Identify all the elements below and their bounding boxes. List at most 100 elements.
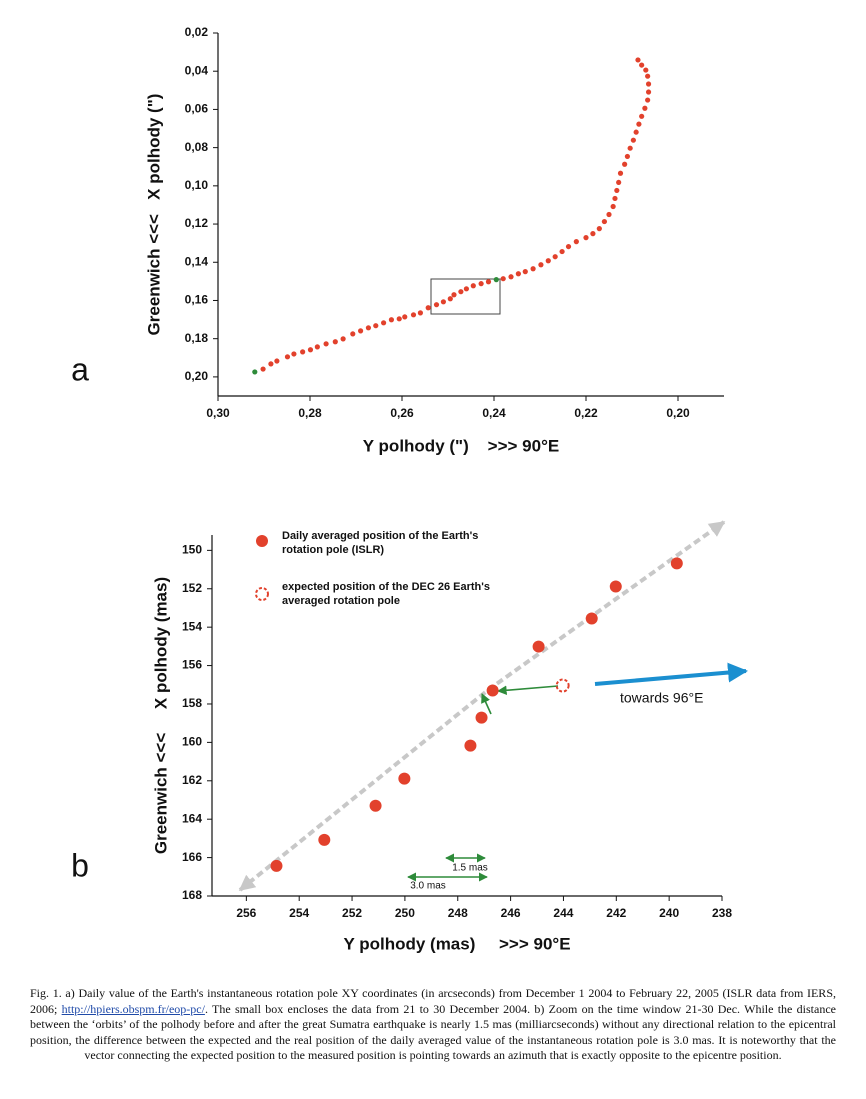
legend-marker [256, 535, 268, 547]
data-point [601, 218, 608, 225]
caption: Fig. 1. a) Daily value of the Earth's in… [30, 986, 836, 1064]
y-tick-label: 0,02 [185, 25, 209, 39]
x-tick-label: 240 [659, 906, 679, 920]
data-point [365, 325, 372, 331]
data-point [318, 833, 331, 846]
data-point [451, 292, 457, 298]
data-point [425, 305, 431, 311]
data-point [614, 187, 620, 194]
data-point [350, 331, 356, 337]
y-tick-label: 0,04 [185, 63, 209, 77]
y-tick-label: 0,12 [185, 216, 209, 230]
data-point [323, 341, 329, 347]
x-tick-label: 252 [342, 906, 362, 920]
data-point [307, 347, 314, 353]
y-tick-label: 166 [182, 850, 202, 864]
data-point [532, 640, 545, 653]
data-point [500, 276, 506, 282]
data-point [470, 283, 476, 289]
data-point [639, 62, 645, 68]
x-tick-label: 256 [236, 906, 256, 920]
data-point [617, 170, 624, 176]
data-point [624, 153, 631, 160]
panel-letter: b [71, 847, 89, 883]
data-point [486, 684, 499, 697]
y-tick-label: 0,06 [185, 102, 209, 116]
x-axis-title: Y polhody (") >>> 90°E [363, 436, 559, 455]
x-tick-label: 0,22 [574, 406, 598, 420]
data-point [252, 369, 258, 375]
data-point [410, 312, 417, 318]
data-point [417, 310, 423, 316]
data-point [522, 269, 528, 275]
data-point [635, 57, 641, 63]
y-tick-label: 0,20 [185, 369, 209, 383]
data-point [515, 271, 521, 277]
data-point [610, 203, 616, 210]
data-point [606, 211, 612, 218]
y-tick-label: 152 [182, 581, 202, 595]
data-point [555, 678, 570, 693]
data-point [402, 314, 408, 320]
data-point [630, 137, 636, 143]
data-point [373, 323, 379, 329]
x-tick-label: 254 [289, 906, 309, 920]
data-point [645, 89, 652, 95]
data-point [398, 772, 411, 785]
data-point [545, 258, 551, 264]
data-point [645, 97, 651, 103]
data-point [642, 105, 648, 111]
data-point [464, 739, 477, 752]
caption-text: Fig. 1. a) Daily value of the Earth's in… [30, 986, 836, 1016]
direction-arrow [594, 662, 748, 686]
y-tick-label: 164 [182, 811, 202, 825]
data-point [622, 161, 628, 167]
data-point [616, 179, 622, 186]
y-tick-label: 168 [182, 888, 202, 902]
trend-line [486, 520, 726, 692]
data-point [396, 316, 402, 322]
data-point [596, 226, 602, 232]
data-point [388, 317, 395, 323]
x-tick-label: 238 [712, 906, 732, 920]
data-point [573, 239, 579, 245]
y-tick-label: 160 [182, 735, 202, 749]
data-point [358, 328, 364, 334]
data-point [369, 799, 382, 812]
data-point [381, 320, 387, 326]
data-point [645, 81, 652, 87]
y-tick-label: 0,10 [185, 178, 209, 192]
data-point [538, 262, 544, 268]
data-point [559, 248, 565, 255]
y-axis-title: Greenwich <<< X polhody (mas) [151, 577, 170, 854]
x-tick-label: 248 [448, 906, 468, 920]
y-tick-label: 154 [182, 619, 202, 633]
arrow [497, 685, 559, 696]
data-point [463, 286, 469, 292]
y-tick-label: 162 [182, 773, 202, 787]
data-point [639, 113, 645, 119]
data-point [508, 274, 514, 280]
x-tick-label: 244 [553, 906, 573, 920]
y-tick-label: 0,14 [185, 254, 209, 268]
data-point [585, 612, 598, 625]
annotation: 1.5 mas [452, 863, 488, 874]
data-point [609, 580, 622, 593]
data-point [530, 266, 536, 272]
annotation: towards 96°E [620, 690, 703, 706]
x-tick-label: 242 [606, 906, 626, 920]
data-point [627, 145, 633, 151]
data-point [270, 859, 283, 872]
caption-link[interactable]: http://hpiers.obspm.fr/eop-pc/ [61, 1001, 205, 1016]
x-tick-label: 0,28 [298, 406, 322, 420]
data-point [284, 354, 291, 360]
x-axis-title: Y polhody (mas) >>> 90°E [343, 934, 570, 953]
arrow [481, 693, 492, 715]
data-point [340, 336, 346, 342]
x-tick-label: 0,26 [390, 406, 414, 420]
legend-marker [255, 587, 269, 601]
trend-line [238, 688, 490, 892]
y-tick-label: 156 [182, 658, 202, 672]
y-tick-label: 0,18 [185, 331, 209, 345]
